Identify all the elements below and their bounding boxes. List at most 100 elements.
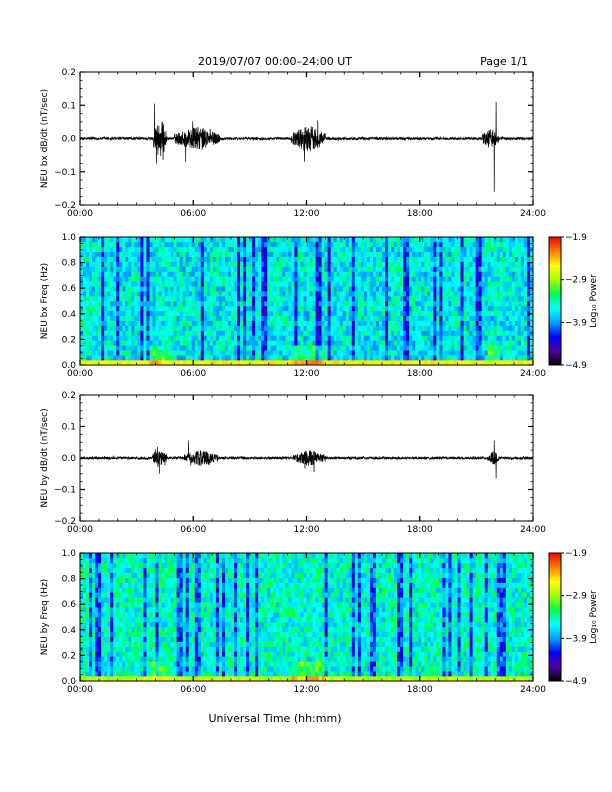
- spectrogram-cell: [279, 286, 283, 292]
- spectrogram-cell: [252, 237, 256, 243]
- spectrogram-cell: [188, 301, 193, 307]
- spectrogram-cell: [342, 330, 347, 336]
- spectrogram-cell: [375, 310, 380, 317]
- spectrogram-cell: [451, 310, 455, 317]
- spectrogram-cell: [107, 271, 111, 277]
- spectrogram-cell: [243, 335, 247, 341]
- spectrogram-cell: [158, 631, 162, 637]
- spectrogram-cell: [433, 291, 437, 297]
- spectrogram-cell: [309, 350, 313, 356]
- spectrogram-cell: [336, 335, 341, 341]
- spectrogram-cell: [282, 320, 286, 326]
- spectrogram-cell: [514, 237, 519, 243]
- spectrogram-cell: [442, 271, 446, 277]
- spectrogram-cell: [351, 241, 356, 248]
- spectrogram-cell: [454, 350, 458, 356]
- spectrogram-cell: [119, 671, 123, 677]
- spectrogram-cell: [285, 355, 289, 361]
- spectrogram-cell: [110, 557, 114, 564]
- spectrogram-cell: [116, 553, 120, 559]
- spectrogram-cell: [375, 256, 380, 262]
- spectrogram-cell: [318, 345, 322, 351]
- spectrogram-cell: [246, 246, 250, 253]
- spectrogram-cell: [107, 246, 111, 253]
- spectrogram-cell: [161, 636, 165, 642]
- spectrogram-cell: [194, 305, 199, 312]
- spectrogram-cell: [391, 325, 395, 331]
- spectrogram-cell: [89, 612, 93, 618]
- spectrogram-cell: [493, 315, 498, 321]
- spectrogram-cell: [122, 671, 126, 677]
- spectrogram-cell: [297, 301, 301, 307]
- spectrogram-cell: [415, 241, 419, 248]
- spectrogram-cell: [155, 651, 159, 657]
- spectrogram-cell: [246, 256, 250, 262]
- spectrogram-cell: [270, 291, 274, 297]
- spectrogram-cell: [523, 241, 528, 248]
- spectrogram-cell: [451, 355, 455, 361]
- spectrogram-cell: [487, 237, 492, 243]
- spectrogram-cell: [333, 350, 337, 356]
- spectrogram-cell: [336, 301, 341, 307]
- spectrogram-cell: [261, 320, 265, 326]
- spectrogram-cell: [83, 271, 87, 277]
- spectrogram-cell: [303, 330, 307, 336]
- spectrogram-cell: [158, 261, 162, 267]
- spectrogram-cell: [182, 271, 186, 277]
- spectrogram-cell: [324, 355, 328, 361]
- spectrogram-cell: [203, 360, 208, 366]
- spectrogram-cell: [523, 340, 528, 346]
- spectrogram-cell: [125, 646, 129, 652]
- spectrogram-cell: [451, 340, 455, 346]
- spectrogram-cell: [475, 286, 479, 292]
- spectrogram-cell: [176, 325, 180, 331]
- spectrogram-cell: [291, 271, 295, 277]
- spectrogram-cell: [161, 651, 165, 657]
- spectrogram-cell: [442, 286, 446, 292]
- spectrogram-cell: [119, 360, 123, 366]
- spectrogram-cell: [336, 241, 341, 248]
- spectrogram-cell: [397, 237, 401, 243]
- spectrogram-cell: [107, 587, 111, 593]
- spectrogram-cell: [237, 237, 241, 243]
- colorbar-swatch: [549, 343, 561, 347]
- x-tick-label: 06:00: [180, 209, 206, 219]
- spectrogram-cell: [176, 286, 180, 292]
- spectrogram-cell: [83, 246, 87, 253]
- spectrogram-cell: [388, 266, 392, 272]
- spectrogram-cell: [140, 276, 144, 282]
- spectrogram-cell: [309, 330, 313, 336]
- spectrogram-cell: [478, 315, 482, 321]
- spectrogram-cell: [318, 320, 322, 326]
- spectrogram-cell: [306, 350, 310, 356]
- spectrogram-cell: [499, 241, 504, 248]
- spectrogram-cell: [152, 562, 156, 569]
- spectrogram-cell: [315, 296, 319, 302]
- spectrogram-cell: [442, 237, 446, 243]
- spectrogram-cell: [224, 281, 229, 287]
- spectrogram-cell: [339, 350, 344, 356]
- spectrogram-cell: [288, 256, 292, 262]
- spectrogram-cell: [279, 276, 283, 282]
- spectrogram-cell: [433, 355, 437, 361]
- spectrogram-cell: [149, 305, 153, 312]
- spectrogram-cell: [403, 276, 407, 282]
- spectrogram-cell: [336, 276, 341, 282]
- spectrogram-cell: [149, 296, 153, 302]
- spectrogram-cell: [146, 626, 150, 633]
- spectrogram-cell: [227, 256, 232, 262]
- spectrogram-cell: [182, 330, 186, 336]
- spectrogram-cell: [137, 320, 141, 326]
- spectrogram-cell: [98, 641, 102, 647]
- spectrogram-cell: [300, 340, 304, 346]
- spectrogram-cell: [484, 237, 488, 243]
- spectrogram-cell: [209, 271, 214, 277]
- spectrogram-cell: [143, 671, 147, 677]
- spectrogram-cell: [131, 340, 135, 346]
- spectrogram-cell: [285, 291, 289, 297]
- spectrogram-cell: [375, 325, 380, 331]
- spectrogram-cell: [149, 553, 153, 559]
- spectrogram-cell: [231, 296, 235, 302]
- spectrogram-cell: [288, 291, 292, 297]
- spectrogram-cell: [122, 320, 126, 326]
